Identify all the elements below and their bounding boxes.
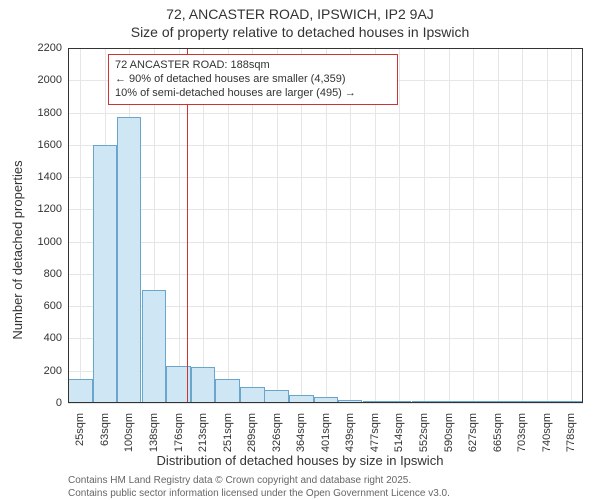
histogram-bar [412, 401, 437, 403]
histogram-bar [264, 390, 289, 403]
y-tick-label: 2200 [38, 42, 62, 54]
x-tick-label: 477sqm [369, 413, 381, 452]
y-axis-label: Number of detached properties [10, 100, 25, 400]
x-tick-label: 138sqm [148, 413, 160, 452]
grid-line [522, 48, 523, 403]
x-tick-label: 364sqm [295, 413, 307, 452]
annotation-line: 10% of semi-detached houses are larger (… [115, 87, 391, 101]
y-tick-label: 400 [44, 332, 62, 344]
y-tick-label: 1600 [38, 139, 62, 151]
histogram-bar [363, 401, 388, 403]
histogram-bar [534, 401, 559, 403]
x-tick-label: 703sqm [516, 413, 528, 452]
y-tick-label: 800 [44, 268, 62, 280]
chart-title-line2: Size of property relative to detached ho… [0, 24, 600, 40]
histogram-bar [142, 290, 167, 403]
x-tick-label: 100sqm [123, 413, 135, 452]
x-axis-label: Distribution of detached houses by size … [0, 453, 600, 468]
x-tick-label: 740sqm [541, 413, 553, 452]
histogram-bar [117, 117, 142, 403]
histogram-bar [314, 397, 339, 403]
x-tick-label: 778sqm [565, 413, 577, 452]
x-tick-label: 289sqm [246, 413, 258, 452]
x-tick-label: 213sqm [197, 413, 209, 452]
x-tick-label: 627sqm [467, 413, 479, 452]
x-tick-label: 176sqm [173, 413, 185, 452]
histogram-bar [93, 145, 118, 403]
annotation-line: 72 ANCASTER ROAD: 188sqm [115, 59, 391, 73]
histogram-bar [387, 401, 412, 403]
annotation-line: ← 90% of detached houses are smaller (4,… [115, 73, 391, 87]
annotation-box: 72 ANCASTER ROAD: 188sqm← 90% of detache… [108, 54, 398, 105]
histogram-bar [338, 400, 363, 403]
y-tick-label: 600 [44, 300, 62, 312]
x-tick-label: 401sqm [320, 413, 332, 452]
histogram-bar [289, 395, 314, 403]
y-tick-label: 0 [56, 397, 62, 409]
y-tick-label: 200 [44, 365, 62, 377]
x-tick-label: 439sqm [344, 413, 356, 452]
y-tick-label: 1200 [38, 203, 62, 215]
attribution-line2: Contains public sector information licen… [68, 488, 450, 499]
x-tick-label: 552sqm [418, 413, 430, 452]
grid-line [399, 48, 400, 403]
histogram-bar [191, 367, 216, 403]
x-tick-label: 251sqm [222, 413, 234, 452]
grid-line [571, 48, 572, 403]
histogram-bar [485, 401, 510, 403]
x-tick-label: 326sqm [271, 413, 283, 452]
grid-line [449, 48, 450, 403]
histogram-bar [215, 379, 240, 403]
page: 72, ANCASTER ROAD, IPSWICH, IP2 9AJ Size… [0, 0, 600, 500]
x-tick-label: 25sqm [74, 413, 86, 446]
histogram-bar [460, 401, 485, 403]
grid-line [424, 48, 425, 403]
histogram-bar [240, 387, 265, 403]
histogram-bar [436, 401, 461, 403]
y-tick-label: 1800 [38, 107, 62, 119]
grid-line [80, 48, 81, 403]
grid-line [473, 48, 474, 403]
chart-title-line1: 72, ANCASTER ROAD, IPSWICH, IP2 9AJ [0, 6, 600, 22]
x-tick-label: 514sqm [393, 413, 405, 452]
grid-line [547, 48, 548, 403]
grid-line [68, 403, 583, 404]
plot-area: 0200400600800100012001400160018002000220… [68, 48, 583, 403]
grid-line [498, 48, 499, 403]
histogram-bar [559, 401, 584, 403]
x-tick-label: 63sqm [99, 413, 111, 446]
y-tick-label: 1000 [38, 236, 62, 248]
y-tick-label: 2000 [38, 74, 62, 86]
x-tick-label: 590sqm [443, 413, 455, 452]
histogram-bar [509, 401, 534, 403]
attribution-line1: Contains HM Land Registry data © Crown c… [68, 475, 411, 486]
x-tick-label: 665sqm [492, 413, 504, 452]
histogram-bar [68, 379, 93, 403]
y-tick-label: 1400 [38, 171, 62, 183]
